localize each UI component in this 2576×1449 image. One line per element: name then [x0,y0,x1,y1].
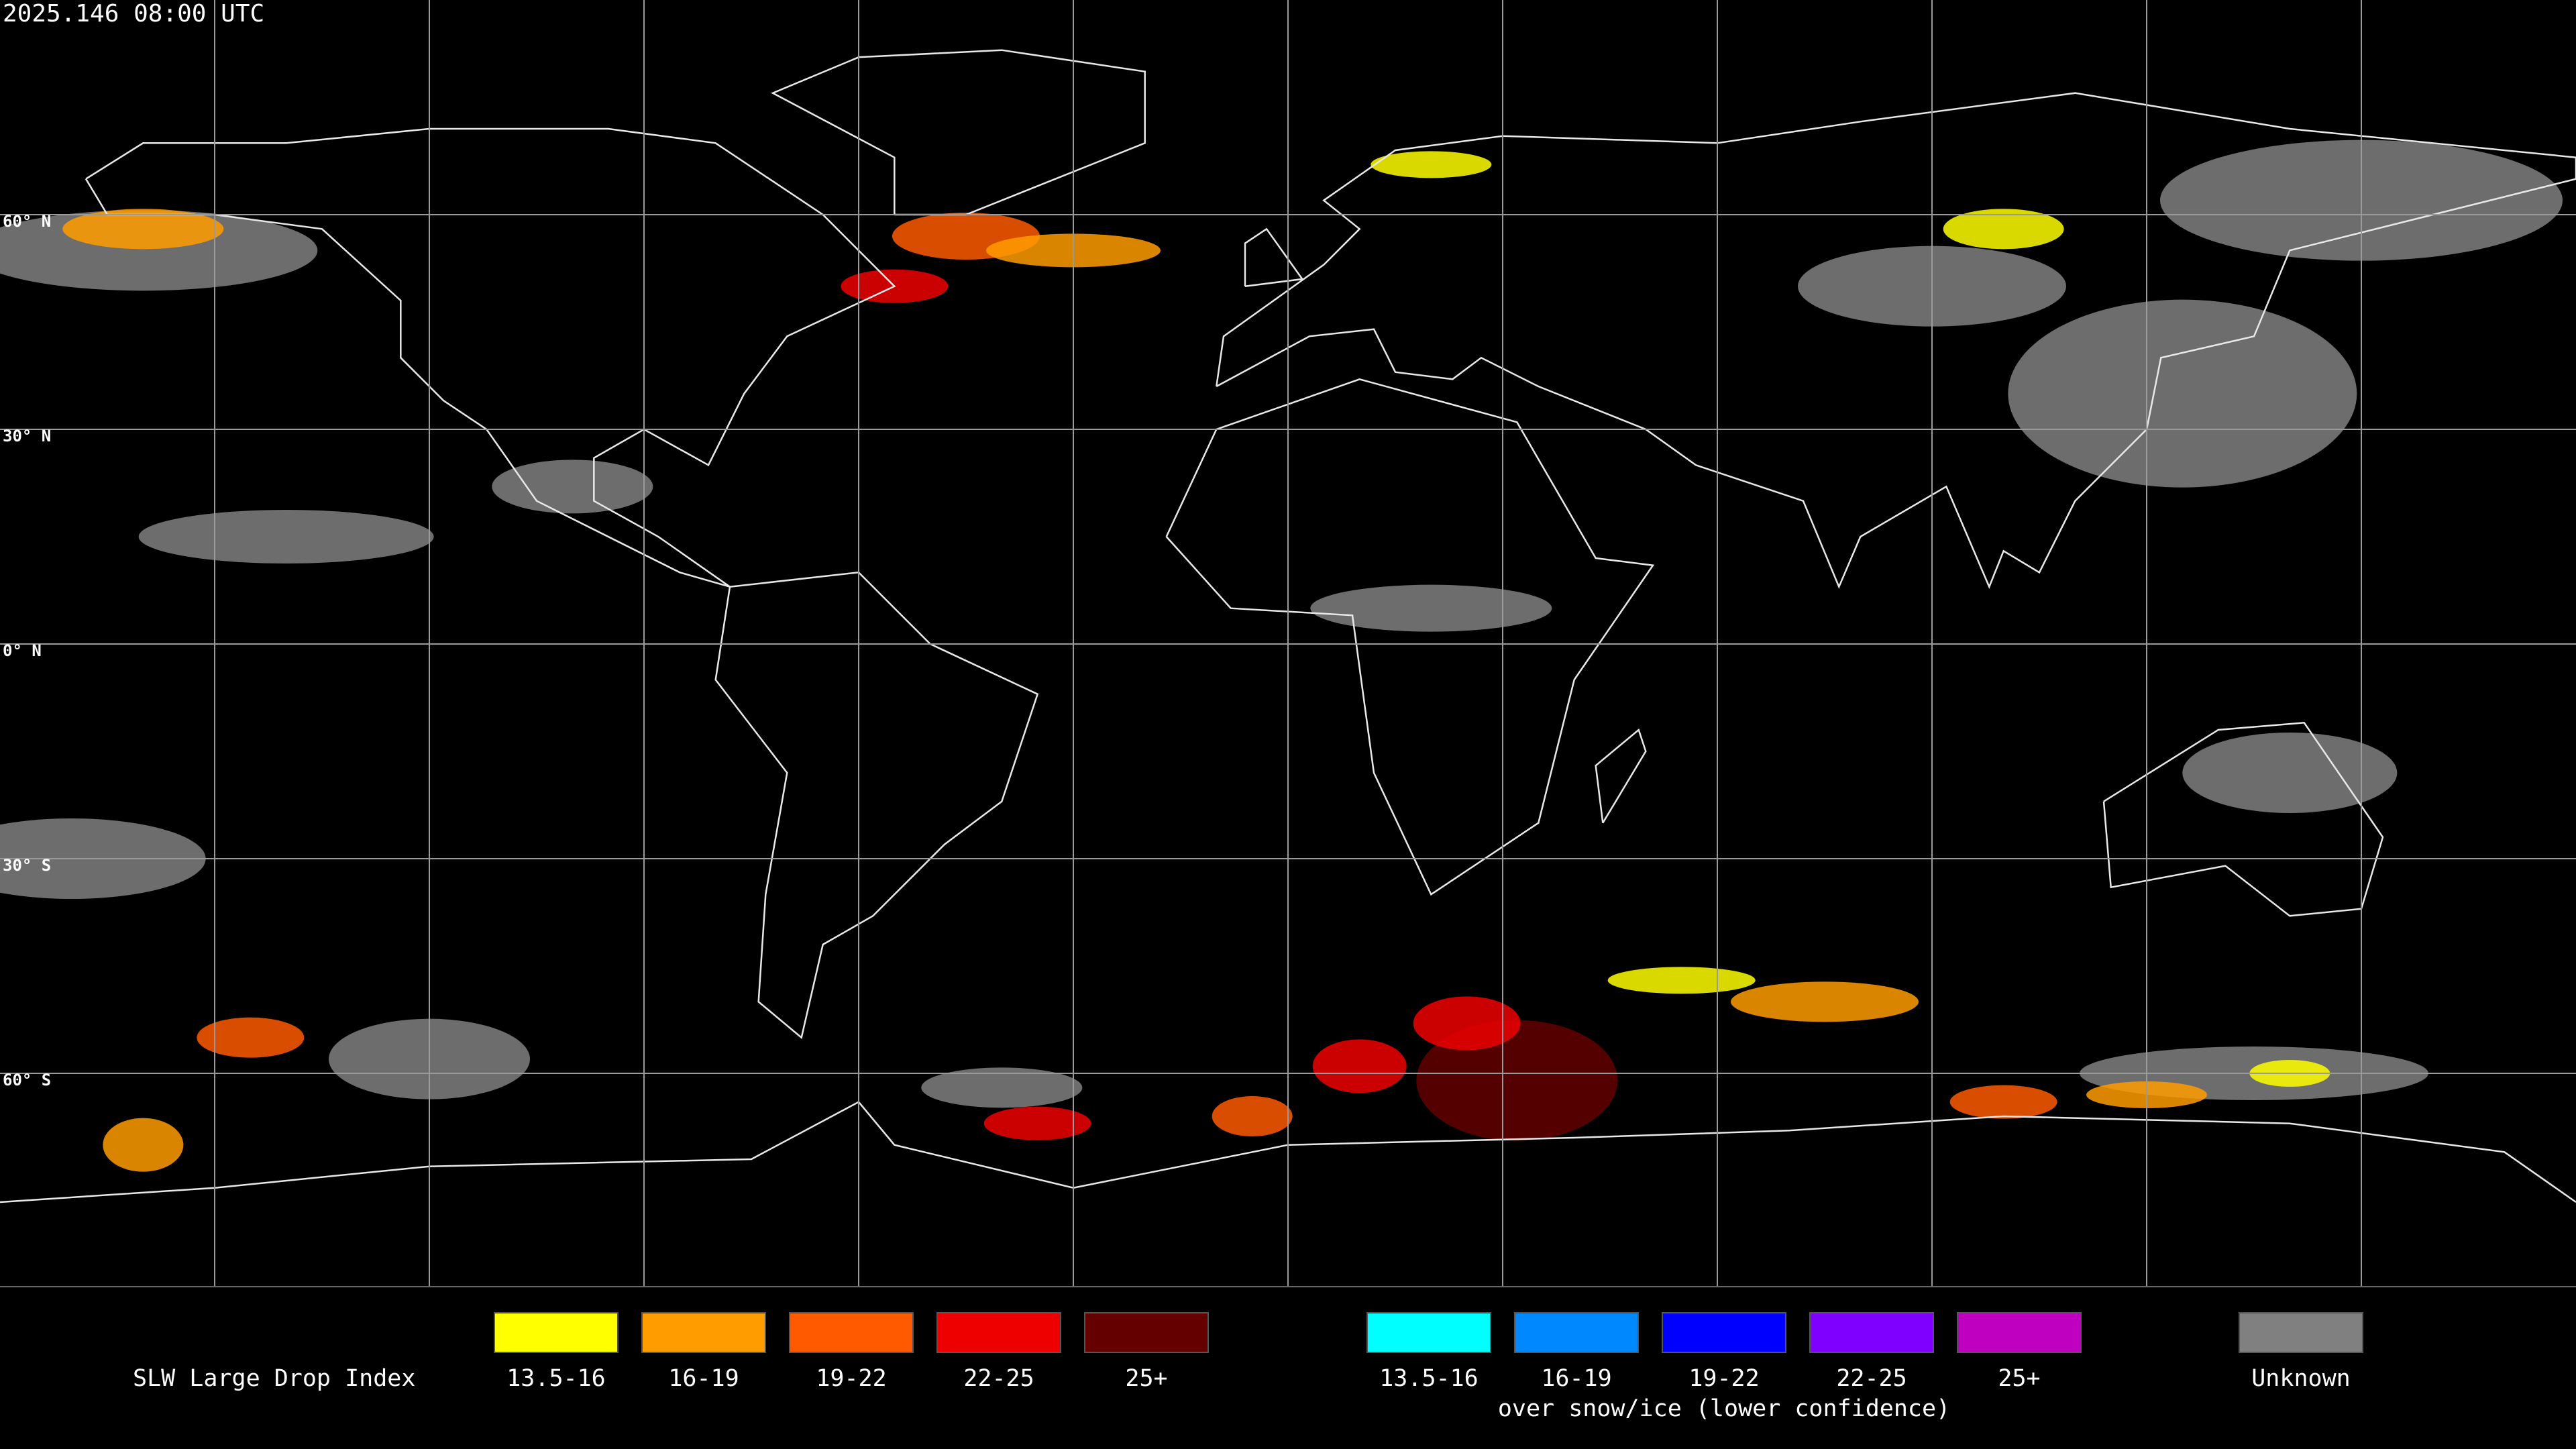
legend-swatch [641,1312,766,1353]
coastline [85,127,896,588]
cloud-patch [1413,996,1521,1051]
legend-swatch [1366,1312,1491,1353]
legend-label: 16-19 [668,1365,739,1392]
legend-swatch [494,1312,619,1353]
coastline [1244,227,1304,287]
legend-swatch [1514,1312,1639,1353]
latitude-label: 60° S [3,1071,51,1089]
cloud-patch [983,1106,1091,1140]
legend-swatch [2239,1312,2363,1353]
cloud-layer [0,140,2563,1172]
legend-swatch [936,1312,1061,1353]
cloud-patch [1371,151,1492,178]
cloud-patch [1310,584,1552,632]
cloud-patch [62,209,224,250]
legend-swatch [789,1312,914,1353]
legend-label: 22-25 [1836,1365,1907,1392]
cloud-patch [103,1118,184,1172]
legend: SLW Large Drop Index 13.5-16 16-19 19-22 22-… [133,1312,2363,1422]
legend-label: 25+ [1125,1365,1167,1392]
legend-label: Unknown [2251,1365,2351,1392]
cloud-patch [492,460,653,514]
latitude-label: 0° N [3,641,42,660]
legend-label: 22-25 [963,1365,1034,1392]
latitude-label: 60° N [3,212,51,231]
coastline [1595,728,1647,824]
cloud-patch [1212,1096,1293,1136]
cloud-patch [921,1067,1083,1108]
cloud-patch [1416,1020,1618,1141]
cloud-patch [1607,967,1756,994]
coastlines [0,49,2576,1203]
timestamp: 2025.146 08:00 UTC [3,0,264,28]
cloud-patch [1949,1085,2057,1119]
cloud-patch [138,510,434,564]
cloud-patch [2182,733,2398,813]
legend-swatch [1084,1312,1209,1353]
cloud-patch [1312,1039,1407,1093]
legend-label: 13.5-16 [506,1365,606,1392]
cloud-patch [2008,299,2357,488]
coastline [1165,378,1655,896]
legend-swatch [1809,1312,1934,1353]
legend-label: 25+ [1998,1365,2040,1392]
cloud-patch [1731,981,1919,1022]
legend-swatch [1662,1312,1786,1353]
coastline [1216,92,2576,589]
cloud-patch [197,1017,305,1058]
legend-label: 13.5-16 [1379,1365,1479,1392]
cloud-patch [1943,209,2064,250]
latitude-label: 30° N [3,427,51,445]
legend-label: 19-22 [1688,1365,1759,1392]
legend-title: SLW Large Drop Index [133,1365,415,1392]
coastline [0,1101,2576,1203]
legend-label: 16-19 [1541,1365,1611,1392]
legend-caption: over snow/ice (lower confidence) [1498,1395,1950,1422]
latitude-label: 30° S [3,856,51,875]
graticule: 60° N 30° N 0° N 30° S 60° S [0,0,2576,1287]
coastline [771,49,1146,216]
legend-swatch [1957,1312,2082,1353]
legend-label: 19-22 [816,1365,886,1392]
coastline [714,571,1039,1039]
